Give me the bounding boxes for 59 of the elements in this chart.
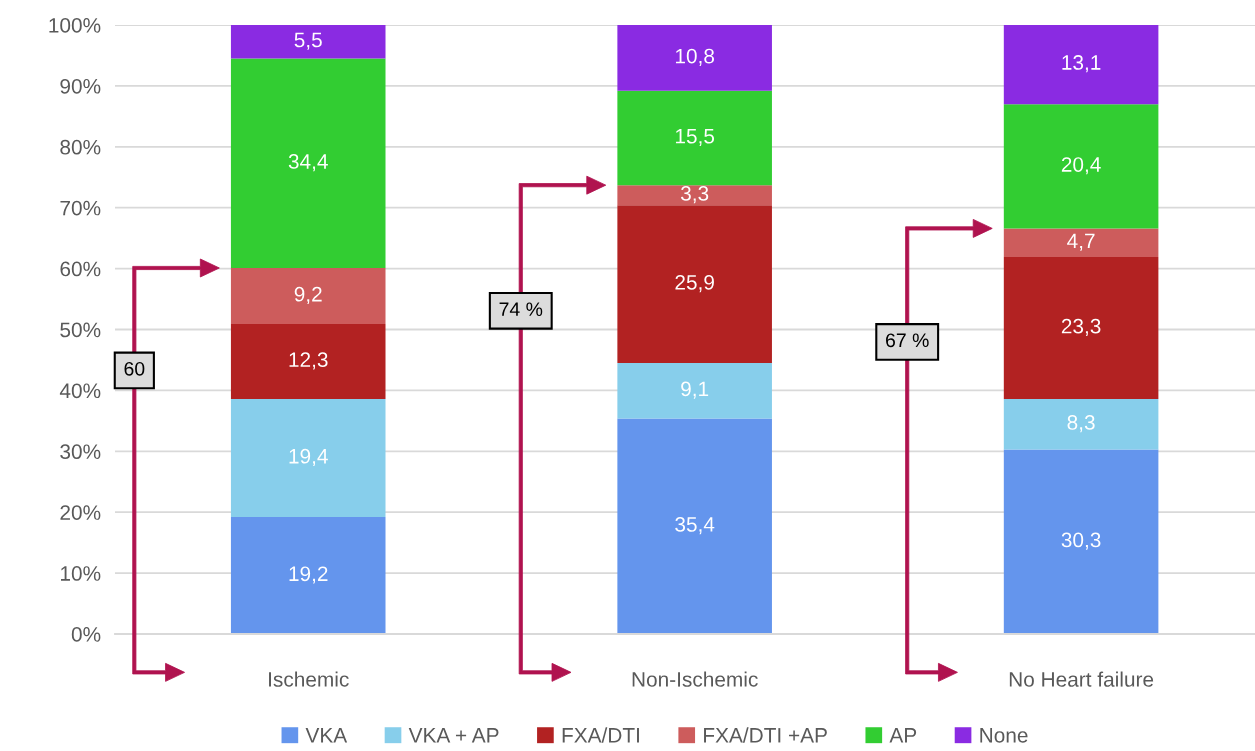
data-label: 3,3: [680, 186, 709, 204]
x-tick-label: Ischemic: [269, 671, 349, 687]
y-tick-label: 30%: [60, 444, 101, 460]
bar: [1003, 449, 1159, 634]
data-label: 9,2: [294, 286, 322, 305]
bar: [617, 418, 772, 634]
data-label: 19,4: [289, 448, 328, 467]
bar: [1003, 228, 1159, 258]
bar: [230, 398, 386, 518]
y-tick-label: 60%: [60, 261, 101, 277]
legend-label: AP: [889, 728, 917, 743]
bar: [1003, 398, 1159, 450]
data-label: 13,1: [1062, 55, 1101, 73]
bar: [230, 267, 386, 325]
data-label: 19,2: [289, 566, 328, 584]
x-tick-label: Non-Ischemic: [632, 671, 758, 687]
data-label: 34,4: [288, 154, 328, 172]
legend-label: FXA/DTI +AP: [704, 727, 827, 743]
bar: [1003, 257, 1159, 399]
annotation: 60: [124, 361, 145, 376]
bar: [230, 25, 386, 59]
data-label: 9,1: [681, 381, 709, 399]
bar: [1003, 104, 1159, 229]
legend-label: FXA/DTI: [562, 727, 639, 743]
y-tick-label: 40%: [59, 383, 101, 399]
legend-label: VKA: [305, 728, 348, 743]
data-label: 25,9: [675, 274, 714, 293]
bar: [1003, 25, 1159, 105]
y-tick-label: 100%: [49, 18, 101, 33]
bar: [230, 517, 386, 634]
bar: [617, 25, 772, 91]
y-tick-label: 70%: [60, 200, 101, 216]
data-label: 30,3: [1061, 532, 1101, 550]
y-tick-label: 50%: [60, 322, 101, 338]
data-label: 23,3: [1061, 318, 1101, 337]
data-label: 5,5: [294, 32, 322, 50]
data-label: 15,5: [675, 129, 715, 147]
bar: [230, 58, 386, 268]
y-tick-label: 20%: [60, 505, 101, 520]
y-tick-label: 0%: [71, 627, 101, 642]
y-tick-label: 90%: [60, 78, 101, 94]
data-label: 20,4: [1061, 157, 1101, 175]
y-tick-label: 80%: [60, 139, 101, 155]
annotation: 74 %: [499, 302, 543, 316]
data-label: 8,3: [1067, 415, 1095, 433]
data-label: 35,4: [675, 517, 715, 535]
bar: [617, 90, 772, 186]
data-label: 4,7: [1067, 233, 1095, 251]
bar: [617, 185, 772, 206]
y-tick-label: 10%: [61, 566, 101, 581]
legend-label: None: [980, 728, 1028, 743]
bar: [617, 363, 772, 419]
x-tick-label: No Heart failure: [1009, 671, 1154, 687]
legend-label: VKA + AP: [408, 728, 499, 743]
bar: [617, 205, 772, 363]
data-label: 12,3: [289, 352, 328, 370]
bar: [230, 324, 386, 399]
annotation: 67 %: [886, 333, 929, 348]
data-label: 10,8: [675, 48, 715, 66]
